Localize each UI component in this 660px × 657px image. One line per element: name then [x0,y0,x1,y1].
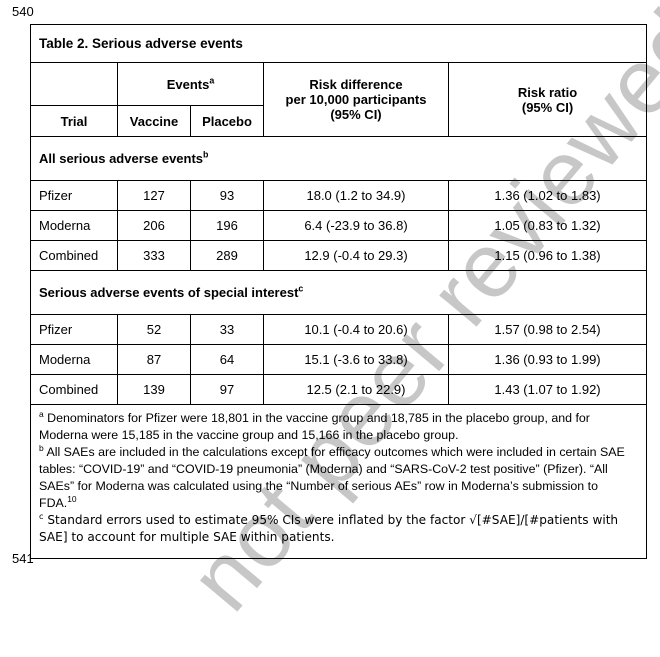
cell-trial: Pfizer [30,314,118,345]
header-row-columns: Trial Vaccine Placebo [30,105,647,137]
cell-risk-difference: 18.0 (1.2 to 34.9) [263,180,449,211]
footnote-marker: b [39,442,44,453]
serious-adverse-events-table: Table 2. Serious adverse events Eventsa … [29,24,648,559]
cell-vaccine-events: 206 [117,210,191,241]
header-risk-difference: Risk difference per 10,000 participants … [263,62,449,137]
cell-vaccine-events: 87 [117,344,191,375]
footnote-text: Standard errors used to estimate 95% CIs… [39,513,619,544]
page-number-bottom: 541 [12,551,34,566]
table-title-row: Table 2. Serious adverse events [29,24,648,63]
footnote-c: c Standard errors used to estimate 95% C… [39,512,638,546]
cell-trial: Combined [30,374,118,405]
cell-placebo-events: 64 [190,344,264,375]
header-trial: Trial [30,105,118,137]
header-placebo: Placebo [190,105,264,137]
cell-trial: Pfizer [30,180,118,211]
cell-vaccine-events: 333 [117,240,191,271]
section-label-sup: c [298,283,304,294]
cell-placebo-events: 289 [190,240,264,271]
cell-risk-difference: 15.1 (-3.6 to 33.8) [263,344,449,375]
header-risk-ratio: Risk ratio (95% CI) [447,62,648,137]
cell-trial: Moderna [30,344,118,375]
page-number-top: 540 [12,4,34,19]
cell-risk-difference: 6.4 (-23.9 to 36.8) [263,210,449,241]
section-label-special-interest: Serious adverse events of special intere… [29,270,648,315]
cell-risk-difference: 10.1 (-0.4 to 20.6) [263,314,449,345]
footnote-trailing-sup: 10 [67,493,77,504]
cell-vaccine-events: 127 [117,180,191,211]
table-row: Pfizer 52 33 10.1 (-0.4 to 20.6) 1.57 (0… [30,314,648,345]
table-title: Table 2. Serious adverse events [29,24,648,63]
table-row: Combined 333 289 12.9 (-0.4 to 29.3) 1.1… [30,240,648,271]
section-label-text: All serious adverse events [39,151,204,166]
table-row: Combined 139 97 12.5 (2.1 to 22.9) 1.43 … [30,374,648,405]
footnote-marker: a [39,408,44,419]
cell-placebo-events: 93 [190,180,264,211]
header-empty-cell [30,62,118,106]
table-row: Moderna 87 64 15.1 (-3.6 to 33.8) 1.36 (… [30,344,648,375]
cell-trial: Moderna [30,210,118,241]
cell-risk-ratio: 1.43 (1.07 to 1.92) [447,374,648,405]
cell-vaccine-events: 139 [117,374,191,405]
footnote-a: a Denominators for Pfizer were 18,801 in… [39,410,638,444]
table-row: Moderna 206 196 6.4 (-23.9 to 36.8) 1.05… [30,210,648,241]
header-row-groups: Eventsa Risk difference per 10,000 parti… [30,62,648,137]
section-all-sae: All serious adverse eventsb [29,136,648,181]
section-label-text: Serious adverse events of special intere… [39,285,299,300]
cell-trial: Combined [30,240,118,271]
cell-vaccine-events: 52 [117,314,191,345]
footnote-text: All SAEs are included in the calculation… [39,445,625,510]
table-row: Pfizer 127 93 18.0 (1.2 to 34.9) 1.36 (1… [30,180,648,211]
footnotes-cell: a Denominators for Pfizer were 18,801 in… [29,404,648,559]
footnote-marker: c [39,510,44,521]
footnote-b: b All SAEs are included in the calculati… [39,444,638,512]
section-sae-special-interest: Serious adverse events of special intere… [29,270,648,315]
cell-risk-ratio: 1.36 (0.93 to 1.99) [447,344,648,375]
section-label-all-sae: All serious adverse eventsb [29,136,648,181]
section-label-sup: b [203,149,209,160]
header-events-label: Events [166,76,210,92]
cell-placebo-events: 97 [190,374,264,405]
cell-risk-ratio: 1.36 (1.02 to 1.83) [447,180,648,211]
cell-risk-difference: 12.5 (2.1 to 22.9) [263,374,449,405]
cell-placebo-events: 196 [190,210,264,241]
footnotes-row: a Denominators for Pfizer were 18,801 in… [29,404,648,559]
header-vaccine: Vaccine [117,105,191,137]
cell-placebo-events: 33 [190,314,264,345]
cell-risk-ratio: 1.57 (0.98 to 2.54) [447,314,648,345]
cell-risk-ratio: 1.15 (0.96 to 1.38) [447,240,648,271]
header-events-sup: a [209,75,215,86]
footnote-text: Denominators for Pfizer were 18,801 in t… [39,411,590,442]
header-events: Eventsa [117,62,264,106]
cell-risk-difference: 12.9 (-0.4 to 29.3) [263,240,449,271]
cell-risk-ratio: 1.05 (0.83 to 1.32) [447,210,648,241]
